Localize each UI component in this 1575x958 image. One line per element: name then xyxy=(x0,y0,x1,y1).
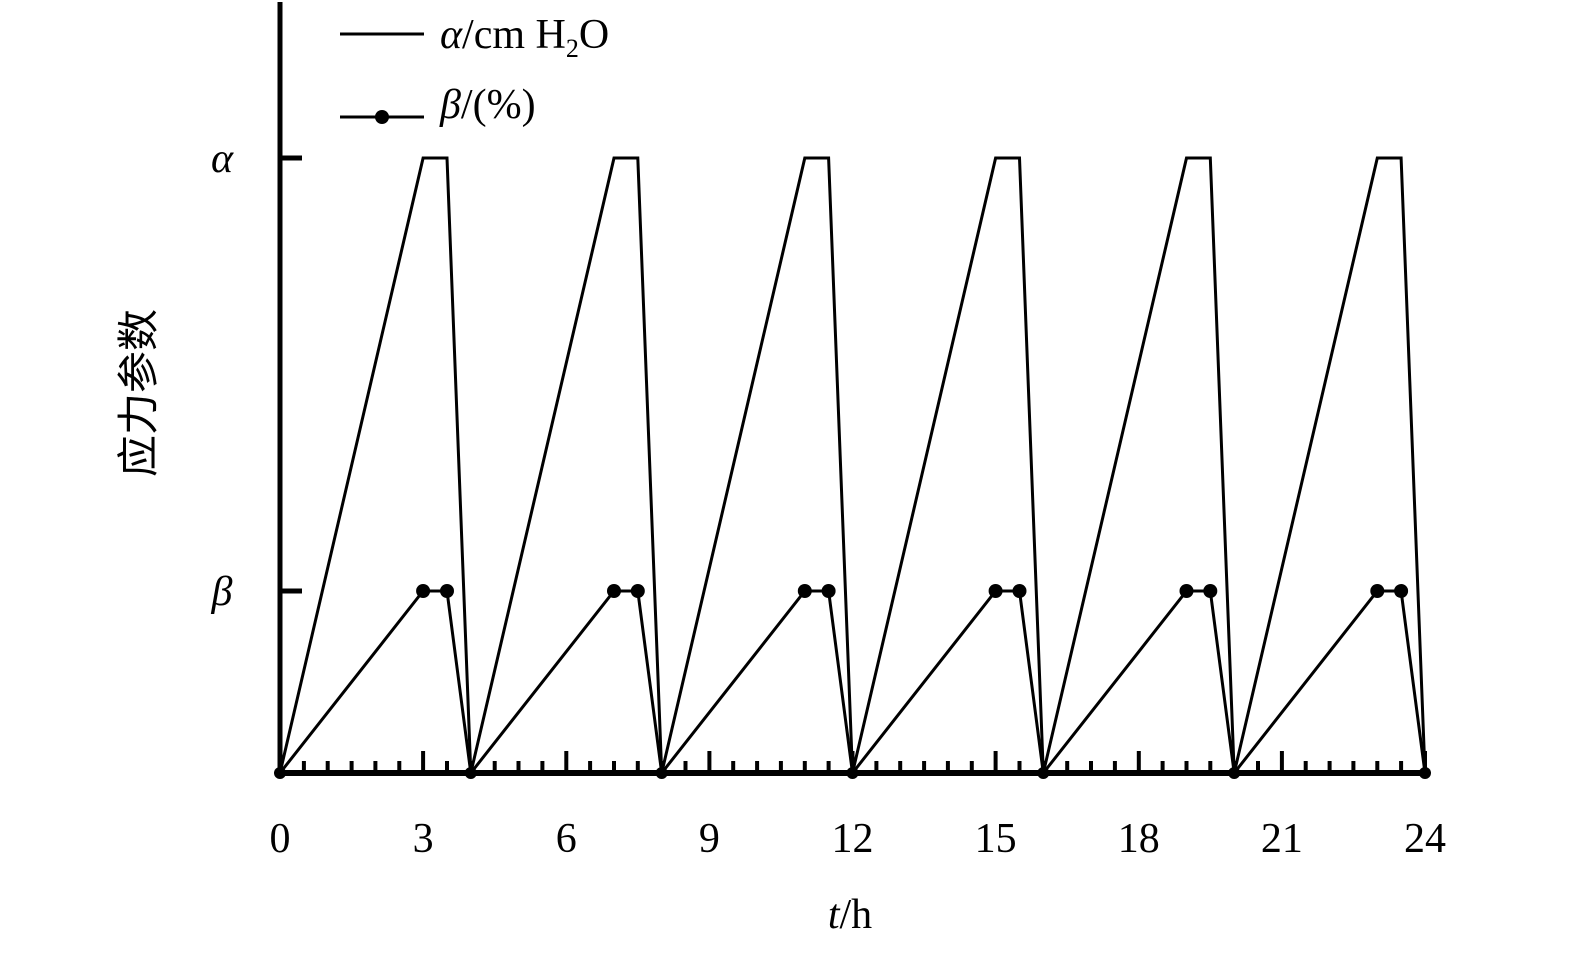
data-point-beta xyxy=(440,584,454,598)
legend-beta-text: /(%) xyxy=(461,82,536,128)
legend-label-beta: β/(%) xyxy=(439,82,536,128)
data-point-beta xyxy=(1012,584,1027,598)
x-axis-dot xyxy=(1037,767,1050,779)
x-tick-label: 9 xyxy=(699,816,720,862)
x-tick-label: 24 xyxy=(1404,816,1446,862)
data-point-beta xyxy=(1203,584,1218,598)
data-point-beta xyxy=(630,584,645,598)
y-tick-label: β xyxy=(211,569,233,615)
x-tick-label: 6 xyxy=(556,816,577,862)
data-point-beta xyxy=(821,584,836,598)
legend: α/cm H2O β/(%) xyxy=(340,12,609,128)
x-tick-label: 21 xyxy=(1261,816,1303,862)
x-axis-dot xyxy=(1419,767,1431,779)
x-axis-dot xyxy=(274,767,286,779)
x-tick-label: 15 xyxy=(975,816,1017,862)
legend-label-alpha: α/cm H2O xyxy=(440,12,609,63)
data-point-beta xyxy=(607,584,621,598)
x-tick-label: 12 xyxy=(832,816,874,862)
series-layer xyxy=(278,156,1427,777)
legend-alpha-sub: 2 xyxy=(566,34,579,63)
data-point-beta xyxy=(1394,584,1409,598)
x-tick-label: 18 xyxy=(1118,816,1160,862)
legend-beta-symbol: β xyxy=(439,82,461,128)
legend-alpha-text: /cm H xyxy=(462,12,566,58)
x-axis-unit: /h xyxy=(840,892,873,938)
axes-layer xyxy=(274,2,1431,779)
x-tick-label: 3 xyxy=(413,816,434,862)
x-axis-var: t xyxy=(828,892,841,938)
series-line-alpha xyxy=(278,156,1427,774)
x-axis-dot xyxy=(1228,767,1241,779)
legend-alpha-text2: O xyxy=(579,12,609,58)
tick-labels-layer: 0 3 6 9 12 15 18 21 24 α β xyxy=(211,136,1446,862)
data-point-beta xyxy=(1370,584,1385,598)
data-point-beta xyxy=(416,584,431,598)
legend-alpha-symbol: α xyxy=(440,12,463,58)
legend-marker-beta xyxy=(375,110,389,124)
x-axis-dot xyxy=(464,767,477,779)
y-tick-label: α xyxy=(211,136,234,182)
y-axis-title: 应力参数 xyxy=(116,309,163,477)
x-axis-dot xyxy=(846,767,859,779)
x-axis-title: t/h xyxy=(828,892,872,938)
data-point-beta xyxy=(797,584,812,598)
data-point-beta xyxy=(988,584,1003,598)
x-axis-dot xyxy=(655,767,668,779)
x-tick-label: 0 xyxy=(270,816,291,862)
data-point-beta xyxy=(1179,584,1194,598)
